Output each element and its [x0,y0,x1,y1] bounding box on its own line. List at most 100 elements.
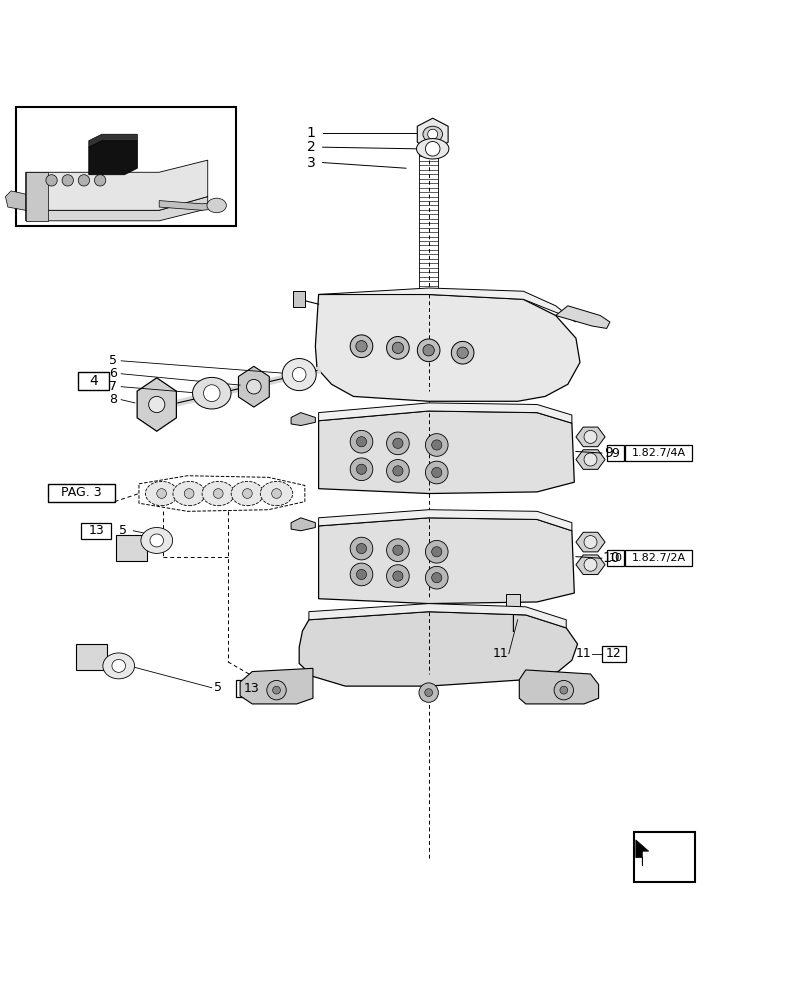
Ellipse shape [416,139,448,159]
Text: 6: 6 [109,367,117,380]
Circle shape [157,489,166,498]
Text: 12: 12 [605,647,621,660]
Polygon shape [238,366,269,407]
Polygon shape [240,668,312,704]
Text: PAG. 3: PAG. 3 [61,486,101,499]
Text: 13: 13 [88,524,104,537]
Ellipse shape [423,126,442,142]
Circle shape [247,379,261,394]
Bar [116,535,147,561]
Text: 5: 5 [109,354,117,367]
Circle shape [267,680,286,700]
Circle shape [417,339,440,362]
Circle shape [78,175,89,186]
Polygon shape [26,160,208,210]
Circle shape [350,537,372,560]
Circle shape [457,347,468,358]
Circle shape [393,466,402,476]
Circle shape [242,489,252,498]
Circle shape [393,545,402,555]
Text: 5: 5 [214,681,222,694]
Bar [606,445,624,461]
Polygon shape [417,118,448,150]
Text: 13: 13 [243,682,259,695]
Circle shape [350,563,372,586]
Text: 11: 11 [576,647,591,660]
Polygon shape [290,413,315,426]
Circle shape [425,540,448,563]
Polygon shape [290,518,315,531]
Circle shape [425,142,440,156]
Text: 11: 11 [492,647,508,660]
Bar [16,107,236,226]
Ellipse shape [141,528,173,553]
Circle shape [386,460,409,482]
Text: 8: 8 [109,393,117,406]
Polygon shape [308,604,565,628]
Circle shape [350,458,372,481]
Text: 9: 9 [603,446,612,460]
Ellipse shape [207,198,226,213]
Ellipse shape [282,359,315,391]
Polygon shape [88,134,137,147]
Text: 4: 4 [89,374,98,388]
Circle shape [424,689,432,696]
Ellipse shape [231,481,264,506]
Polygon shape [575,532,604,552]
Circle shape [425,434,448,456]
Polygon shape [318,411,573,494]
Text: 1.82.7/4A: 1.82.7/4A [631,448,684,458]
Ellipse shape [112,659,126,672]
Text: 5: 5 [118,524,127,537]
Circle shape [393,571,402,581]
Bar [624,445,691,461]
Circle shape [62,175,73,186]
Ellipse shape [204,385,220,402]
Text: 3: 3 [307,156,315,170]
Circle shape [427,129,437,139]
Bar [633,832,694,882]
Circle shape [356,569,366,580]
Circle shape [386,539,409,562]
Circle shape [451,341,474,364]
Circle shape [184,489,194,498]
Polygon shape [298,612,577,686]
Circle shape [350,430,372,453]
Circle shape [94,175,105,186]
Bar [78,372,109,390]
Polygon shape [318,518,573,604]
Ellipse shape [150,534,163,547]
Ellipse shape [292,367,306,382]
Circle shape [350,335,372,358]
Polygon shape [505,594,520,607]
Bar [49,484,114,502]
Circle shape [393,438,402,448]
Polygon shape [6,191,26,210]
Bar [80,523,111,539]
Circle shape [583,536,596,549]
Ellipse shape [145,481,178,506]
Text: 10: 10 [607,553,622,563]
Bar [624,550,691,566]
Polygon shape [315,294,579,401]
Circle shape [560,686,567,694]
Circle shape [356,543,366,554]
Circle shape [423,345,434,356]
Polygon shape [519,670,598,704]
Circle shape [46,175,57,186]
Polygon shape [575,427,604,447]
Circle shape [431,440,441,450]
Polygon shape [88,141,137,175]
Circle shape [386,432,409,455]
Bar [75,644,106,670]
Ellipse shape [192,377,231,409]
Circle shape [425,461,448,484]
Polygon shape [318,510,571,531]
Text: 1.82.7/2A: 1.82.7/2A [631,553,684,563]
Polygon shape [139,476,304,511]
Text: 10: 10 [602,551,620,565]
Polygon shape [635,840,648,866]
Text: 9: 9 [611,447,619,460]
Circle shape [431,467,441,478]
Circle shape [583,558,596,571]
